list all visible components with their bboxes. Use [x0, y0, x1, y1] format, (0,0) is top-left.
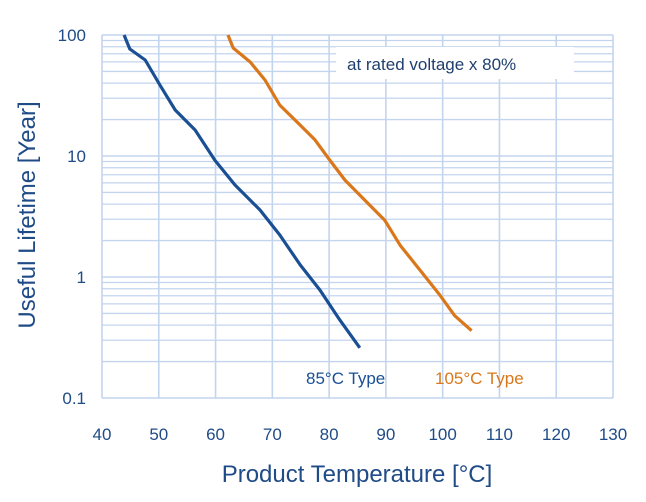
legend-85c: 85°C Type: [306, 369, 385, 388]
x-ticks: 40 50 60 70 80 90 100 110 120 130: [93, 425, 628, 444]
x-tick-label: 130: [599, 425, 627, 444]
y-tick-label: 10: [67, 147, 86, 166]
annotation-box: [336, 47, 574, 79]
x-tick-label: 110: [486, 425, 513, 444]
series-line-85c: [122, 34, 362, 349]
y-tick-label: 0.1: [62, 389, 86, 408]
x-tick-label: 50: [149, 425, 168, 444]
y-tick-label: 1: [77, 268, 86, 287]
y-ticks: 0.1 1 10 100: [58, 26, 86, 408]
y-axis-title: Useful Lifetime [Year]: [14, 101, 41, 328]
x-tick-label: 120: [542, 425, 570, 444]
x-tick-label: 40: [93, 425, 112, 444]
series-group: [122, 34, 473, 349]
annotation: at rated voltage x 80%: [347, 55, 516, 74]
x-tick-label: 60: [206, 425, 225, 444]
x-tick-label: 100: [428, 425, 456, 444]
series-line-105c: [226, 34, 473, 332]
x-tick-label: 90: [376, 425, 395, 444]
legend-105c: 105°C Type: [435, 369, 524, 388]
x-axis-title: Product Temperature [°C]: [222, 461, 493, 488]
x-tick-label: 70: [263, 425, 282, 444]
y-tick-label: 100: [58, 26, 86, 45]
x-tick-label: 80: [320, 425, 339, 444]
